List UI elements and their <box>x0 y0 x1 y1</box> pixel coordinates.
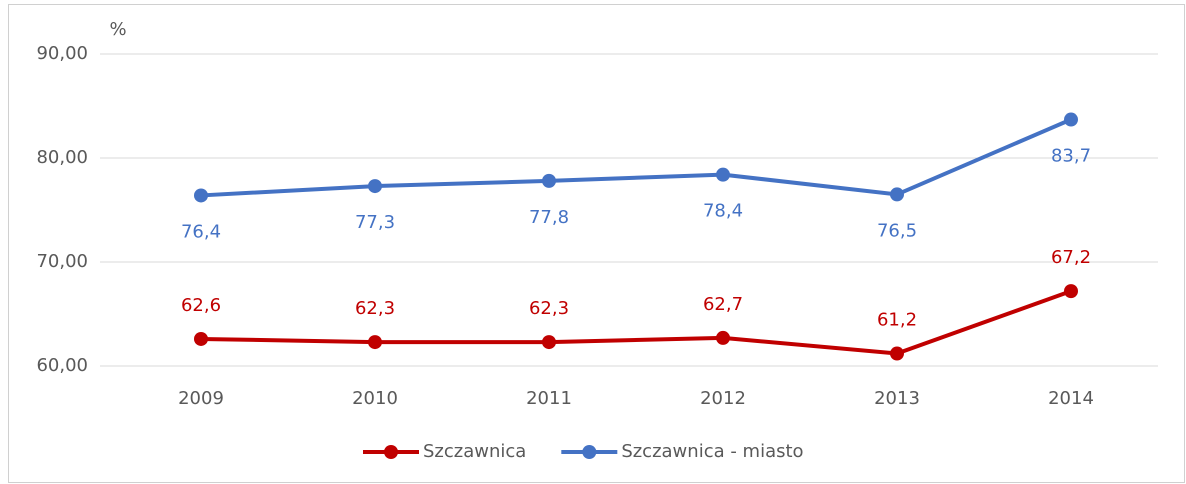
x-tick-label: 2009 <box>178 388 224 409</box>
data-label: 77,3 <box>355 212 395 233</box>
y-tick-label: 60,00 <box>36 355 88 376</box>
data-point <box>716 167 730 182</box>
legend-label: Szczawnica - miasto <box>621 441 803 462</box>
legend-marker <box>384 445 398 459</box>
y-tick-label: 80,00 <box>36 147 88 168</box>
legend-marker <box>582 445 597 459</box>
x-tick-label: 2011 <box>526 388 572 409</box>
data-point <box>1064 112 1078 127</box>
y-tick-label: 90,00 <box>36 43 88 64</box>
data-label: 61,2 <box>877 310 917 331</box>
data-point <box>194 331 208 346</box>
data-label: 78,4 <box>703 201 743 222</box>
data-label: 62,7 <box>703 294 743 315</box>
data-label: 83,7 <box>1051 146 1091 167</box>
x-tick-label: 2014 <box>1048 388 1094 409</box>
data-point <box>542 335 556 350</box>
data-label: 62,3 <box>355 298 395 319</box>
x-tick-label: 2013 <box>874 388 920 409</box>
data-label: 76,5 <box>877 220 917 241</box>
x-tick-label: 2010 <box>352 388 398 409</box>
series-line <box>200 289 1072 356</box>
data-point <box>368 179 382 194</box>
data-point <box>1064 284 1078 299</box>
data-label: 77,8 <box>529 207 569 228</box>
data-point <box>368 335 382 350</box>
series-line <box>200 117 1072 198</box>
data-label: 76,4 <box>181 221 221 242</box>
data-label: 62,3 <box>529 298 569 319</box>
data-point <box>890 187 904 202</box>
x-tick-label: 2012 <box>700 388 746 409</box>
y-axis-label: % <box>109 19 126 40</box>
data-point <box>890 346 904 361</box>
data-label: 62,6 <box>181 295 221 316</box>
data-point <box>716 330 730 345</box>
data-point <box>542 173 556 188</box>
data-point <box>194 188 208 203</box>
legend-label: Szczawnica <box>423 441 526 462</box>
chart-frame <box>8 4 1185 483</box>
data-label: 67,2 <box>1051 247 1091 268</box>
y-tick-label: 70,00 <box>36 251 88 272</box>
